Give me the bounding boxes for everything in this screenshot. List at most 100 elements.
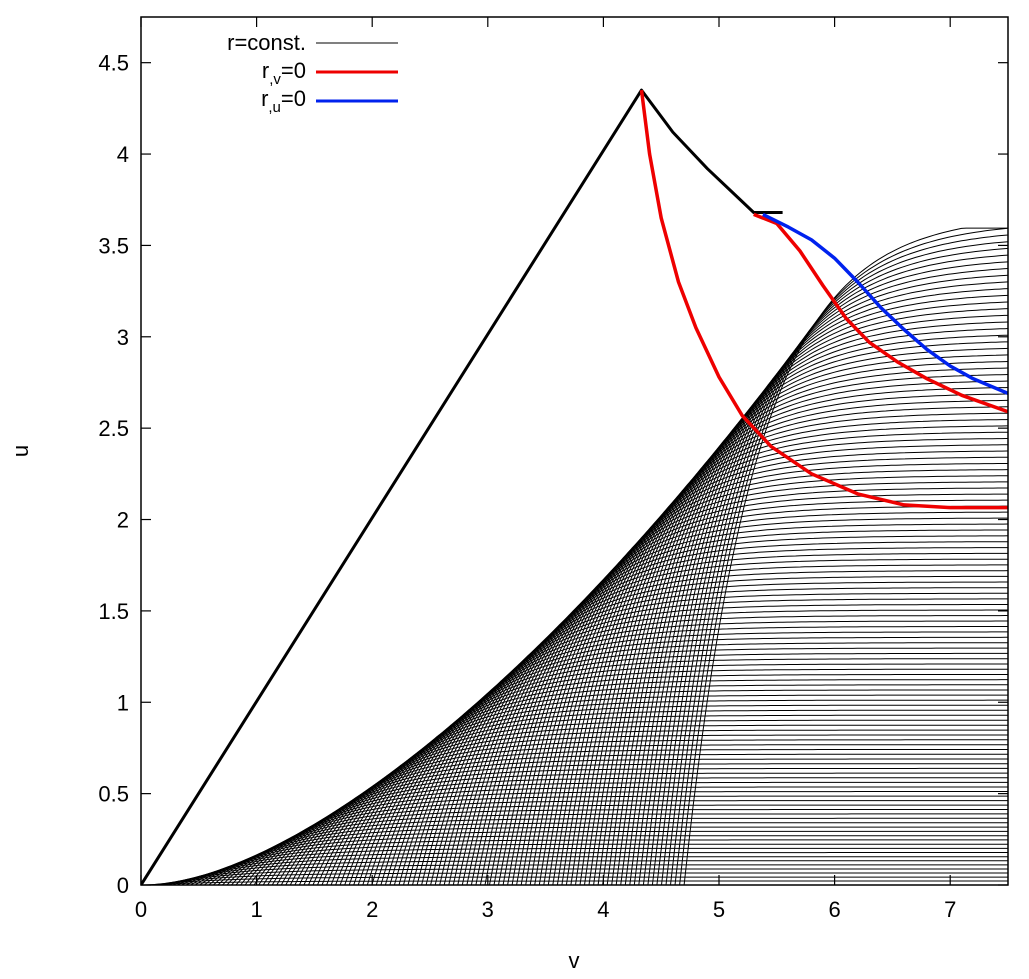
r-const-contour	[629, 301, 1008, 885]
r-const-contour	[244, 786, 1008, 885]
r-const-contour	[584, 367, 1008, 885]
y-tick-label: 1.5	[98, 599, 129, 624]
r-const-contour	[461, 535, 1008, 885]
r-const-contour	[615, 321, 1008, 885]
legend-r-u-subscript: ,u	[268, 99, 281, 116]
r-const-contour	[665, 247, 1008, 885]
r-const-contour	[195, 835, 1008, 885]
r-const-contour	[276, 753, 1008, 885]
y-tick-label: 0	[117, 873, 129, 898]
r-const-contour	[262, 767, 1008, 885]
x-axis-label: v	[569, 948, 580, 973]
r-const-contour	[633, 294, 1008, 885]
y-tick-label: 3	[117, 325, 129, 350]
r-const-contour	[565, 393, 1008, 885]
legend-label-r-u-zero: r,u=0	[261, 86, 306, 116]
y-tick-label: 0.5	[98, 782, 129, 807]
legend-label-r-const: r=const.	[227, 30, 306, 55]
legend-entry-r-const: r=const.	[227, 30, 398, 55]
r-const-contour	[267, 763, 1008, 885]
r-const-contour	[253, 777, 1008, 885]
r-const-contour	[475, 517, 1008, 885]
legend-label-r-v-zero: r,v=0	[262, 58, 306, 88]
r-const-contour	[448, 552, 1008, 885]
r-const-contour	[651, 268, 1008, 885]
r-const-contour	[502, 481, 1008, 885]
r-const-contour	[158, 868, 1008, 885]
y-axis-ticks: 0 0.5 1 1.5 2 2.5 3 3.5 4 4.5	[98, 51, 1008, 898]
r-const-contour	[498, 487, 1008, 885]
r-const-contour	[647, 274, 1008, 885]
r-const-contour	[317, 709, 1008, 885]
y-axis-label: u	[8, 445, 33, 457]
r-const-contour	[670, 241, 1008, 885]
r-const-contour	[674, 234, 1008, 885]
r-const-contour	[642, 281, 1008, 885]
r-const-contour	[638, 288, 1008, 885]
legend-entry-r-v-zero: r,v=0	[262, 58, 398, 88]
series-line-r-v-0	[639, 89, 1008, 510]
x-tick-label: 1	[250, 897, 262, 922]
r-const-contour	[466, 529, 1008, 885]
r-const-contour	[547, 419, 1008, 885]
r-const-contour	[597, 347, 1008, 885]
r-const-contour	[489, 499, 1008, 885]
r-const-contour	[294, 734, 1008, 885]
x-axis-ticks: 0 1 2 3 4 5 6 7	[135, 17, 956, 922]
legend-r-v-subscript: ,v	[269, 71, 281, 88]
series-line-r-u-0	[762, 212, 1008, 396]
r-const-contour	[620, 314, 1008, 885]
r-const-contour	[679, 227, 1008, 885]
r-const-contour	[163, 864, 1008, 885]
r-const-contour	[226, 804, 1008, 885]
r-const-contour	[457, 541, 1008, 885]
r-const-contour	[326, 699, 1008, 885]
r-const-contour	[511, 469, 1008, 885]
r-const-contour	[543, 425, 1008, 885]
r-const-contour	[443, 558, 1008, 885]
r-const-contour	[430, 575, 1008, 885]
y-tick-label: 4	[117, 142, 129, 167]
x-tick-label: 2	[366, 897, 378, 922]
r-const-contour	[168, 860, 1008, 885]
r-const-contour	[213, 817, 1008, 885]
r-const-contour	[145, 880, 1008, 885]
series-layer	[141, 88, 1008, 885]
legend-entry-r-u-zero: r,u=0	[261, 86, 398, 116]
r-const-contour	[285, 744, 1008, 885]
r-const-contour	[439, 564, 1008, 885]
legend-r-v-tail: =0	[281, 58, 306, 83]
x-tick-label: 7	[944, 897, 956, 922]
plot-frame	[140, 16, 1009, 886]
r-const-contour	[434, 570, 1008, 885]
r-const-contour	[186, 843, 1008, 885]
r-const-contour	[204, 826, 1008, 885]
r-const-contour	[425, 581, 1008, 885]
r-const-contour	[656, 261, 1008, 885]
legend-r-u-base: r	[261, 86, 268, 111]
r-const-contour	[493, 493, 1008, 885]
y-tick-label: 1	[117, 690, 129, 715]
x-tick-label: 5	[713, 897, 725, 922]
r-const-contour	[556, 406, 1008, 885]
r-const-contour	[579, 374, 1008, 885]
r-const-contour	[602, 341, 1008, 885]
r-const-contour	[561, 399, 1008, 885]
r-const-contours	[145, 227, 1008, 885]
y-tick-label: 2	[117, 508, 129, 533]
legend-r-u-tail: =0	[281, 86, 306, 111]
x-tick-label: 4	[597, 897, 609, 922]
r-const-contour	[516, 462, 1008, 885]
r-const-contour	[479, 511, 1008, 885]
r-const-contour	[606, 334, 1008, 885]
r-const-contour	[552, 412, 1008, 885]
r-const-contour	[470, 523, 1008, 885]
r-const-contour	[507, 475, 1008, 885]
legend: r=const. r,v=0 r,u=0	[227, 30, 398, 116]
r-const-contour	[611, 328, 1008, 885]
r-const-contour	[624, 308, 1008, 885]
r-const-contour	[154, 872, 1008, 885]
r-const-contour	[525, 450, 1008, 885]
